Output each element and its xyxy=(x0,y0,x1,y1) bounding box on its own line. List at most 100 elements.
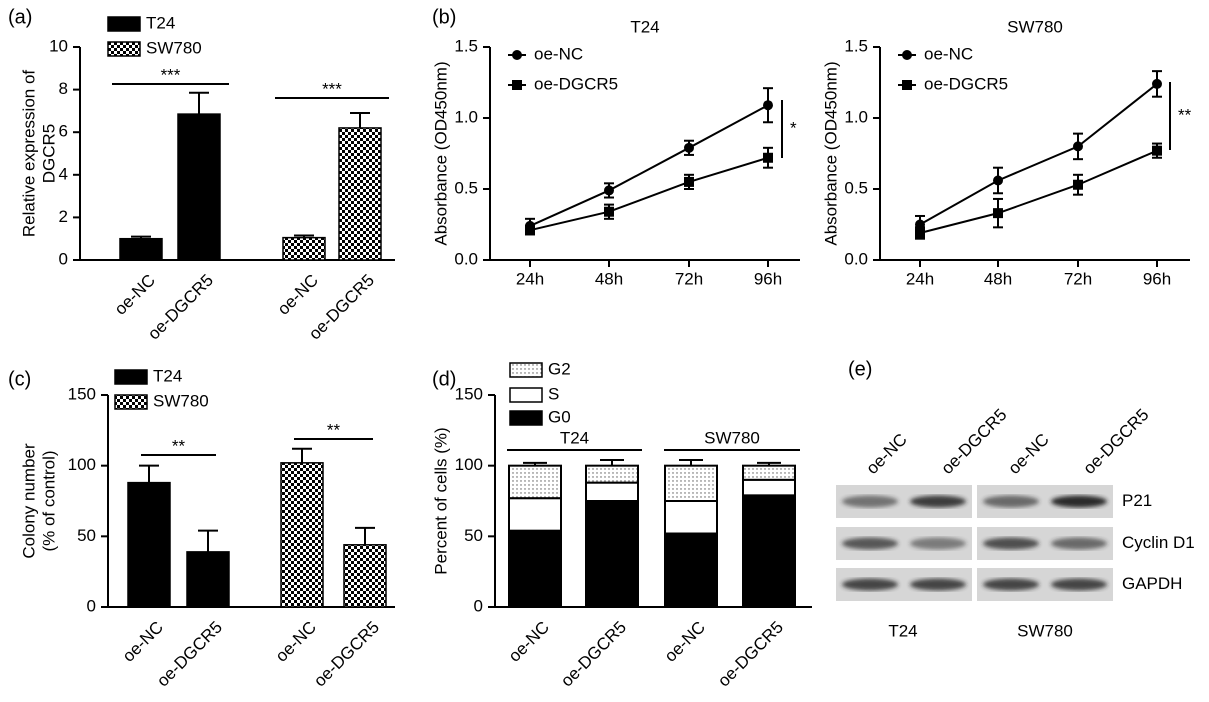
y-tick-label: 8 xyxy=(59,79,68,98)
bar-segment xyxy=(742,494,796,609)
bar-segment xyxy=(664,464,718,502)
y-tick-label: 50 xyxy=(464,526,483,545)
x-tick-label: 96h xyxy=(1143,269,1171,288)
group-label: SW780 xyxy=(704,428,760,447)
y-tick-label: 150 xyxy=(455,384,483,403)
legend-label: G2 xyxy=(548,359,571,378)
legend-swatch xyxy=(107,41,141,57)
legend-label: T24 xyxy=(153,366,182,385)
y-tick-label: 1.0 xyxy=(844,107,868,126)
bar xyxy=(280,462,324,608)
x-tick-label: 48h xyxy=(984,269,1012,288)
data-point xyxy=(993,208,1003,219)
bar-segment xyxy=(664,500,718,535)
significance-label: *** xyxy=(161,65,181,84)
group-label: SW780 xyxy=(1017,621,1073,640)
x-tick-label: oe-NC xyxy=(505,618,553,666)
column-label: oe-DGCR5 xyxy=(938,405,1011,478)
legend-swatch xyxy=(114,394,148,410)
x-tick-label: 48h xyxy=(595,269,623,288)
blot-band xyxy=(1051,537,1107,550)
panel-letter: (d) xyxy=(432,368,456,390)
blot-band xyxy=(910,578,966,591)
data-point xyxy=(915,228,925,239)
legend-marker xyxy=(902,50,912,60)
data-line xyxy=(919,83,1158,226)
data-point xyxy=(604,206,614,217)
data-point xyxy=(1073,179,1083,190)
blot-band xyxy=(842,537,898,550)
bar-segment xyxy=(585,500,639,608)
data-point xyxy=(1073,141,1083,152)
legend-marker xyxy=(512,50,522,60)
blot-band xyxy=(983,495,1039,508)
data-point xyxy=(763,152,773,163)
x-tick-label: 24h xyxy=(906,269,934,288)
bar-segment xyxy=(742,478,796,497)
x-tick-label: oe-NC xyxy=(111,271,159,319)
blot-band xyxy=(983,578,1039,591)
y-axis-label: Relative expression of xyxy=(19,70,38,238)
legend-marker xyxy=(512,80,522,90)
significance-label: ** xyxy=(327,420,341,439)
bar xyxy=(186,551,230,608)
y-axis-label: (% of control) xyxy=(39,450,58,551)
bar-segment xyxy=(664,532,718,608)
y-axis-label: Percent of cells (%) xyxy=(431,427,450,574)
significance-label: * xyxy=(790,118,797,137)
data-line xyxy=(529,104,769,227)
bar-segment xyxy=(742,464,796,481)
y-tick-label: 6 xyxy=(59,122,68,141)
legend-label: oe-DGCR5 xyxy=(924,74,1008,93)
legend-label: SW780 xyxy=(153,391,209,410)
y-tick-label: 4 xyxy=(59,164,68,183)
blot-band xyxy=(1051,495,1107,508)
data-point xyxy=(1152,78,1162,89)
y-tick-label: 0 xyxy=(87,596,96,615)
blot-band xyxy=(842,578,898,591)
x-tick-label: 72h xyxy=(1064,269,1092,288)
y-tick-label: 10 xyxy=(49,36,68,55)
x-tick-label: oe-NC xyxy=(119,618,167,666)
data-line xyxy=(919,149,1158,234)
bar-segment xyxy=(585,464,639,484)
legend-label: T24 xyxy=(146,13,175,32)
legend-label: SW780 xyxy=(146,38,202,57)
data-point xyxy=(684,176,694,187)
y-tick-label: 1.5 xyxy=(454,36,478,55)
bar-segment xyxy=(585,481,639,503)
data-point xyxy=(525,225,535,236)
x-tick-label: oe-NC xyxy=(661,618,709,666)
blot-band xyxy=(983,537,1039,550)
column-label: oe-DGCR5 xyxy=(1080,405,1153,478)
bar-segment xyxy=(508,497,562,532)
bar xyxy=(338,127,382,261)
legend-swatch xyxy=(509,387,543,403)
x-tick-label: 96h xyxy=(754,269,782,288)
row-label: GAPDH xyxy=(1122,574,1182,593)
blot-band xyxy=(842,495,898,508)
x-tick-label: oe-NC xyxy=(274,271,322,319)
y-tick-label: 50 xyxy=(77,526,96,545)
column-label: oe-NC xyxy=(1005,430,1053,478)
panel-letter: (e) xyxy=(848,358,872,380)
data-point xyxy=(1152,145,1162,156)
x-tick-label: oe-DGCR5 xyxy=(557,618,630,691)
y-tick-label: 0.5 xyxy=(454,178,478,197)
legend-swatch xyxy=(107,16,141,32)
x-tick-label: 24h xyxy=(516,269,544,288)
legend-marker xyxy=(902,80,912,90)
y-tick-label: 0.0 xyxy=(454,249,478,268)
x-tick-label: oe-DGCR5 xyxy=(310,618,383,691)
panel-letter: (c) xyxy=(8,368,31,390)
column-label: oe-NC xyxy=(863,430,911,478)
y-axis-label: Absorbance (OD450nm) xyxy=(821,61,840,245)
legend-label: oe-NC xyxy=(924,44,973,63)
chart-title: T24 xyxy=(630,17,659,36)
bar xyxy=(119,237,163,261)
legend-swatch xyxy=(114,369,148,385)
bar-segment xyxy=(508,529,562,608)
x-tick-label: oe-NC xyxy=(272,618,320,666)
